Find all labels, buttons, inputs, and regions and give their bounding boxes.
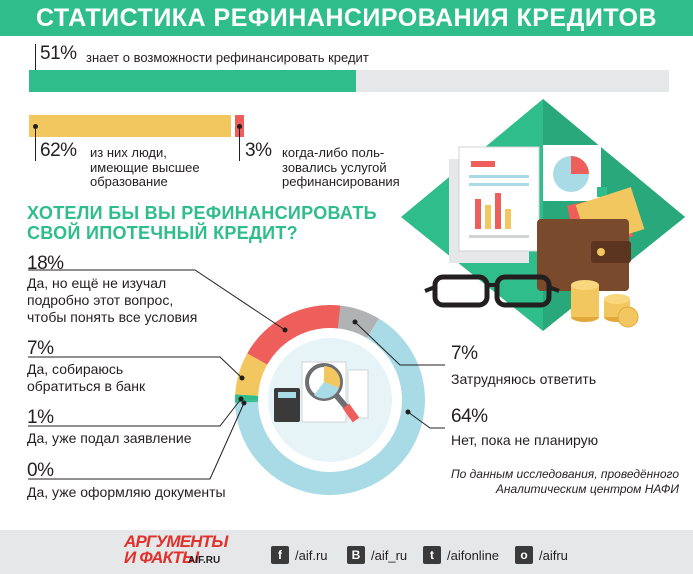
page-title: СТАТИСТИКА РЕФИНАНСИРОВАНИЯ КРЕДИТОВ bbox=[35, 4, 658, 32]
facebook-icon: f bbox=[271, 546, 289, 564]
stat3-percent: 3% bbox=[245, 140, 272, 161]
stat1-label: знает о возможности рефинансировать кред… bbox=[86, 50, 369, 65]
pointer-line bbox=[35, 127, 36, 161]
donut-slice-1 bbox=[247, 305, 341, 365]
stat3-label: когда-либо поль-зовались услугой рефинанс… bbox=[282, 145, 400, 189]
donut-slice-5 bbox=[336, 305, 379, 339]
stat1-bar bbox=[29, 70, 356, 92]
answer6-percent: 64% bbox=[451, 406, 488, 427]
survey-donut-chart bbox=[235, 305, 425, 495]
wallet-icon bbox=[537, 219, 629, 291]
odnoklassniki-icon: o bbox=[515, 546, 533, 564]
stat2-label: из них люди, имеющие высшее образование bbox=[90, 145, 200, 189]
leader-line bbox=[28, 356, 243, 379]
leader-line bbox=[28, 398, 242, 427]
social-facebook[interactable]: f /aif.ru bbox=[271, 545, 328, 565]
social-handle: /aifonline bbox=[447, 547, 500, 563]
social-twitter[interactable]: t /aifonline bbox=[423, 545, 499, 565]
answer3-percent: 1% bbox=[27, 407, 54, 428]
answer2-percent: 7% bbox=[27, 338, 54, 359]
pointer-line bbox=[239, 127, 240, 161]
pointer-dot bbox=[33, 124, 38, 129]
answer5-percent: 7% bbox=[451, 343, 478, 364]
answer3-label: Да, уже подал заявление bbox=[27, 430, 192, 446]
leader-line bbox=[28, 269, 286, 331]
answer1-percent: 18% bbox=[27, 253, 64, 274]
social-handle: /aif.ru bbox=[295, 547, 328, 563]
answer4-percent: 0% bbox=[27, 460, 54, 481]
stat2-percent: 62% bbox=[40, 140, 77, 161]
answer1-label: Да, но ещё не изучал подробно этот вопрос… bbox=[27, 275, 198, 325]
magnifier-icon bbox=[274, 361, 369, 423]
answer6-label: Нет, пока не планирую bbox=[451, 432, 599, 448]
vk-icon: B bbox=[347, 546, 365, 564]
answer5-label: Затрудняюсь ответить bbox=[451, 371, 597, 387]
pointer-line bbox=[35, 44, 36, 84]
stat2-bar bbox=[29, 115, 231, 137]
aif-logo[interactable]: АРГУМЕНТЫ bbox=[124, 532, 228, 551]
source-note: По данным исследования, проведённого Анал… bbox=[450, 467, 679, 496]
leader-line bbox=[354, 321, 445, 366]
social-handle: /aif_ru bbox=[371, 547, 408, 563]
leader-line bbox=[28, 402, 245, 480]
social-handle: /aifru bbox=[539, 547, 568, 563]
aif-logo-site[interactable]: AIF.RU bbox=[188, 555, 221, 566]
aif-logo-line2[interactable]: И ФАКТЫ bbox=[124, 548, 199, 567]
finance-illustration bbox=[401, 99, 685, 331]
answer2-label: Да, собираюсь обратиться в банк bbox=[27, 361, 146, 394]
glasses-icon bbox=[424, 274, 560, 308]
social-odnoklassniki[interactable]: o /aifru bbox=[515, 545, 568, 565]
donut-slice-2 bbox=[235, 353, 268, 396]
footer bbox=[0, 530, 693, 574]
social-vkontakte[interactable]: B /aif_ru bbox=[347, 545, 407, 565]
survey-question: ХОТЕЛИ БЫ ВЫ РЕФИНАНСИРОВАТЬ СВОЙ ИПОТЕЧН… bbox=[27, 203, 377, 243]
twitter-icon: t bbox=[423, 546, 441, 564]
stat1-percent: 51% bbox=[40, 43, 77, 64]
leader-line bbox=[407, 411, 445, 429]
title-bar bbox=[0, 0, 693, 36]
answer4-label: Да, уже оформляю документы bbox=[27, 484, 226, 500]
pointer-dot bbox=[237, 124, 242, 129]
